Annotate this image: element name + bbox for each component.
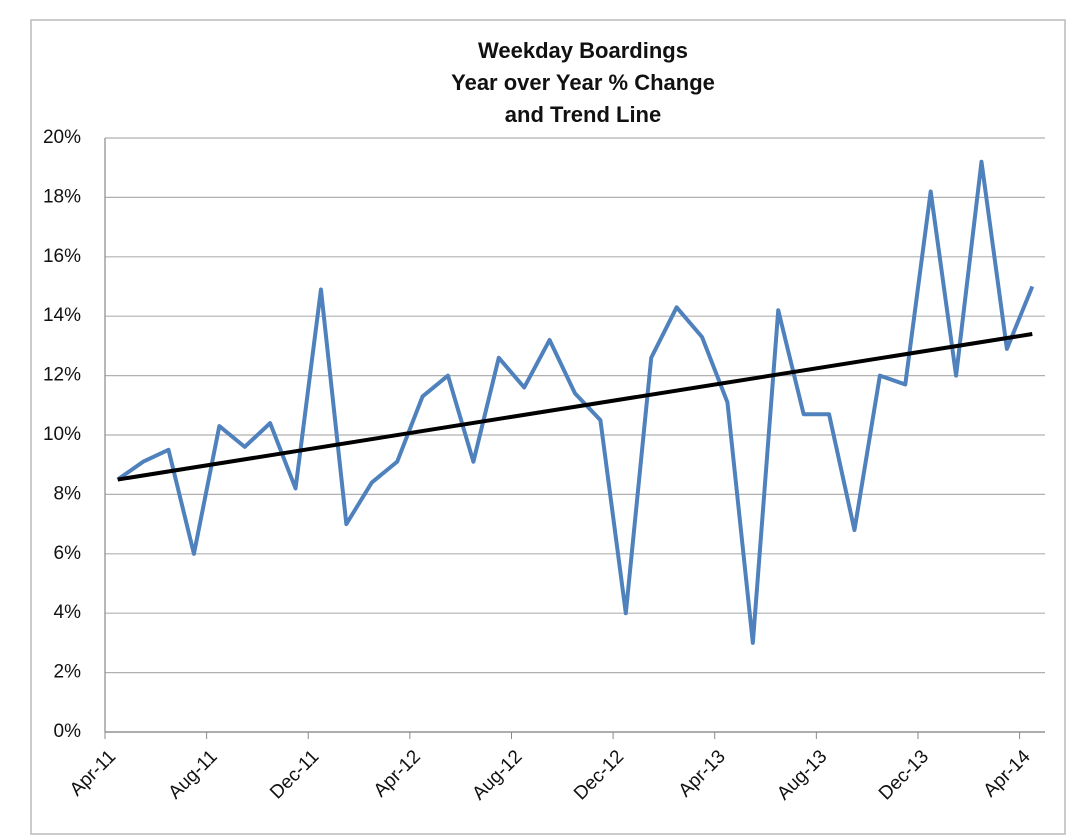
chart-title: and Trend Line (505, 102, 661, 127)
y-tick-label: 18% (43, 186, 81, 207)
chart-border (30, 19, 1066, 835)
y-tick-label: 8% (54, 483, 82, 504)
y-tick-label: 14% (43, 305, 81, 326)
y-tick-label: 12% (43, 365, 81, 386)
y-tick-label: 0% (54, 721, 82, 742)
y-tick-label: 16% (43, 246, 81, 267)
trend-line (117, 332, 1033, 482)
y-tick-label: 6% (54, 543, 82, 564)
chart-title: Year over Year % Change (451, 70, 715, 95)
y-tick-label: 4% (54, 602, 82, 623)
chart-title: Weekday Boardings (478, 38, 688, 63)
data-line (116, 159, 1035, 645)
y-tick-label: 2% (54, 662, 82, 683)
y-tick-label: 20% (43, 127, 81, 148)
y-tick-label: 10% (43, 424, 81, 445)
